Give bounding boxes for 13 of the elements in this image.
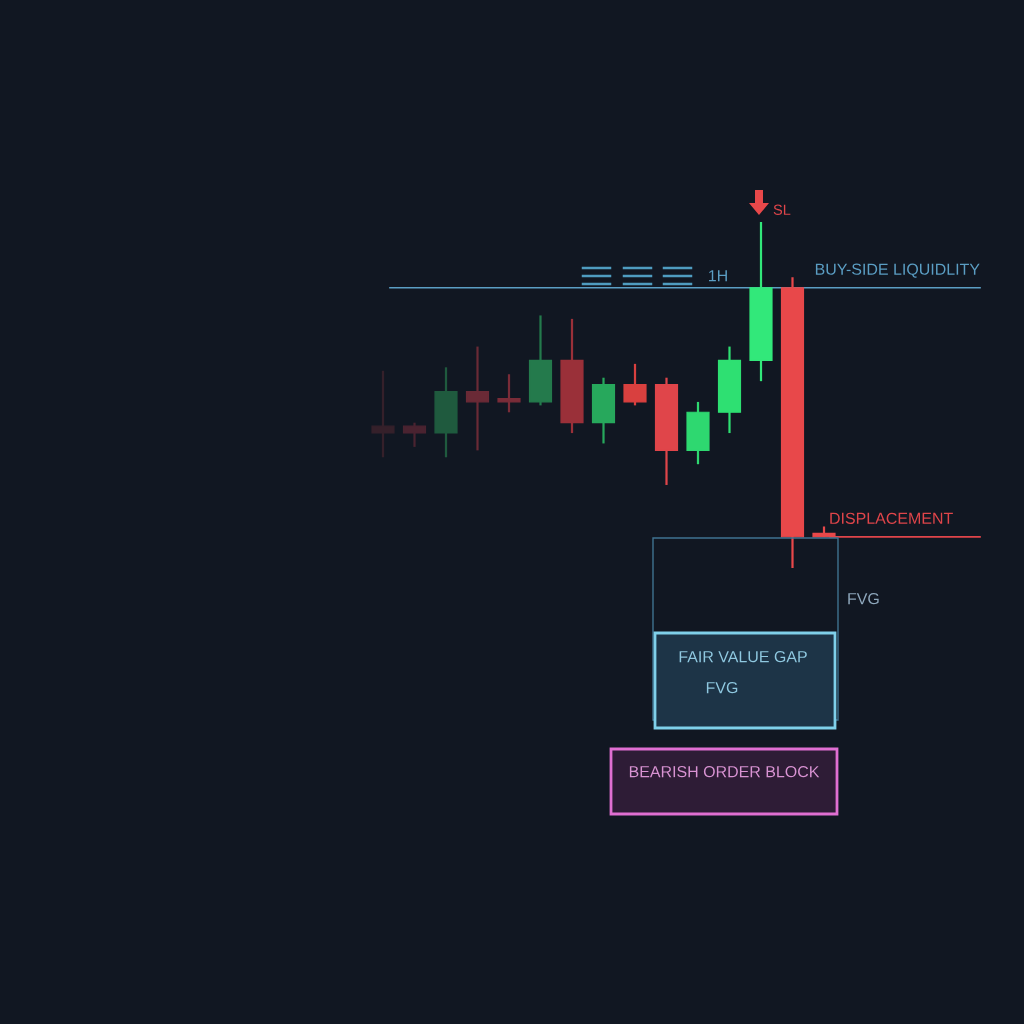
candlestick <box>371 369 395 459</box>
text: FVG <box>706 681 738 694</box>
candlestick <box>402 421 427 449</box>
text: BEARISH ORDER BLOCK <box>629 765 820 778</box>
text: FVG <box>848 592 879 605</box>
candlestick <box>465 345 490 452</box>
text: FAIR VALUE GAP <box>679 650 807 663</box>
text: SL <box>773 204 791 215</box>
candlestick <box>497 373 521 414</box>
annotation: 1H <box>709 270 727 282</box>
ref-line-label: DISPLACEMENT <box>830 512 953 524</box>
candlestick <box>623 362 647 407</box>
ref-line-label: BUY-SIDE LIQUIDLITY <box>815 263 980 278</box>
